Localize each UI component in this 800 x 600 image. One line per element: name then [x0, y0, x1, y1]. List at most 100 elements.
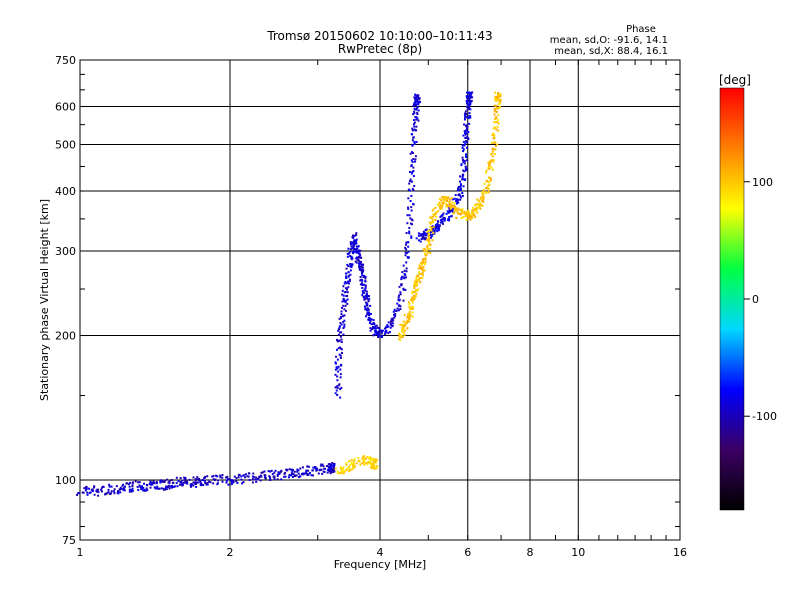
echo-point	[403, 333, 406, 336]
echo-point	[283, 472, 286, 475]
echo-point	[414, 290, 417, 293]
echo-point	[493, 113, 496, 116]
echo-point	[202, 484, 205, 487]
echo-point	[343, 319, 346, 322]
echo-point	[427, 238, 430, 241]
echo-point	[131, 485, 134, 488]
echo-point	[353, 465, 356, 468]
echo-point	[377, 336, 380, 339]
echo-point	[494, 109, 497, 112]
echo-point	[459, 175, 462, 178]
echo-point	[241, 482, 244, 485]
echo-point	[410, 133, 413, 136]
colorbar-tick-label: 100	[752, 176, 773, 189]
echo-point	[186, 482, 189, 485]
echo-point	[437, 229, 440, 232]
echo-point	[442, 222, 445, 225]
echo-point	[422, 235, 425, 238]
echo-point	[347, 271, 350, 274]
echo-point	[419, 267, 422, 270]
echo-point	[321, 472, 324, 475]
y-tick-label: 500	[55, 139, 76, 152]
echo-point	[361, 457, 364, 460]
echo-point	[480, 203, 483, 206]
echo-point	[411, 180, 414, 183]
echo-point	[465, 129, 468, 132]
echo-point	[337, 365, 340, 368]
echo-point	[364, 297, 367, 300]
echo-point	[357, 262, 360, 265]
echo-point	[496, 107, 499, 110]
echo-point	[401, 329, 404, 332]
echo-point	[454, 207, 457, 210]
echo-point	[431, 218, 434, 221]
echo-point	[410, 298, 413, 301]
echo-point	[491, 141, 494, 144]
echo-point	[373, 464, 376, 467]
echo-point	[163, 480, 166, 483]
echo-point	[359, 262, 362, 265]
echo-point	[334, 386, 337, 389]
echo-point	[286, 469, 289, 472]
echo-point	[188, 478, 191, 481]
echo-point	[396, 307, 399, 310]
echo-point	[422, 261, 425, 264]
echo-point	[267, 470, 270, 473]
echo-point	[496, 125, 499, 128]
echo-point	[423, 232, 426, 235]
echo-point	[380, 330, 383, 333]
echo-point	[464, 131, 467, 134]
echo-point	[236, 481, 239, 484]
echo-point	[428, 232, 431, 235]
echo-point	[258, 475, 261, 478]
echo-point	[482, 193, 485, 196]
echo-point	[85, 487, 88, 490]
echo-point	[401, 331, 404, 334]
echo-point	[444, 195, 447, 198]
echo-point	[336, 472, 339, 475]
echo-point	[304, 472, 307, 475]
echo-point	[335, 355, 338, 358]
echo-point	[334, 362, 337, 365]
echo-point	[100, 490, 103, 493]
echo-point	[119, 486, 122, 489]
echo-point	[367, 311, 370, 314]
echo-point	[391, 322, 394, 325]
echo-point	[340, 468, 343, 471]
echo-point	[410, 236, 413, 239]
echo-point	[391, 320, 394, 323]
echo-point	[371, 458, 374, 461]
echo-point	[454, 205, 457, 208]
echo-point	[212, 475, 215, 478]
echo-point	[315, 469, 318, 472]
echo-point	[361, 294, 364, 297]
echo-point	[226, 475, 229, 478]
y-axis-ticks: 75 100 200 300 400 500 600 750	[55, 54, 680, 547]
echo-point	[240, 478, 243, 481]
echo-point	[497, 94, 500, 97]
echo-point	[355, 462, 358, 465]
echo-point	[362, 275, 365, 278]
echo-point	[374, 327, 377, 330]
echo-point	[189, 484, 192, 487]
echo-point	[360, 278, 363, 281]
echo-point	[492, 127, 495, 130]
echo-point	[466, 126, 469, 129]
echo-point	[347, 265, 350, 268]
echo-point	[105, 492, 108, 495]
echo-point	[340, 363, 343, 366]
echo-point	[357, 256, 360, 259]
echo-point	[372, 458, 375, 461]
echo-point	[353, 459, 356, 462]
echo-point	[166, 478, 169, 481]
echo-point	[476, 206, 479, 209]
echo-point	[345, 282, 348, 285]
echo-point	[347, 247, 350, 250]
echo-point	[407, 188, 410, 191]
echo-point	[225, 481, 228, 484]
echo-point	[214, 474, 217, 477]
y-tick-label: 300	[55, 245, 76, 258]
echo-point	[425, 234, 428, 237]
echo-point	[341, 293, 344, 296]
echo-point	[174, 485, 177, 488]
